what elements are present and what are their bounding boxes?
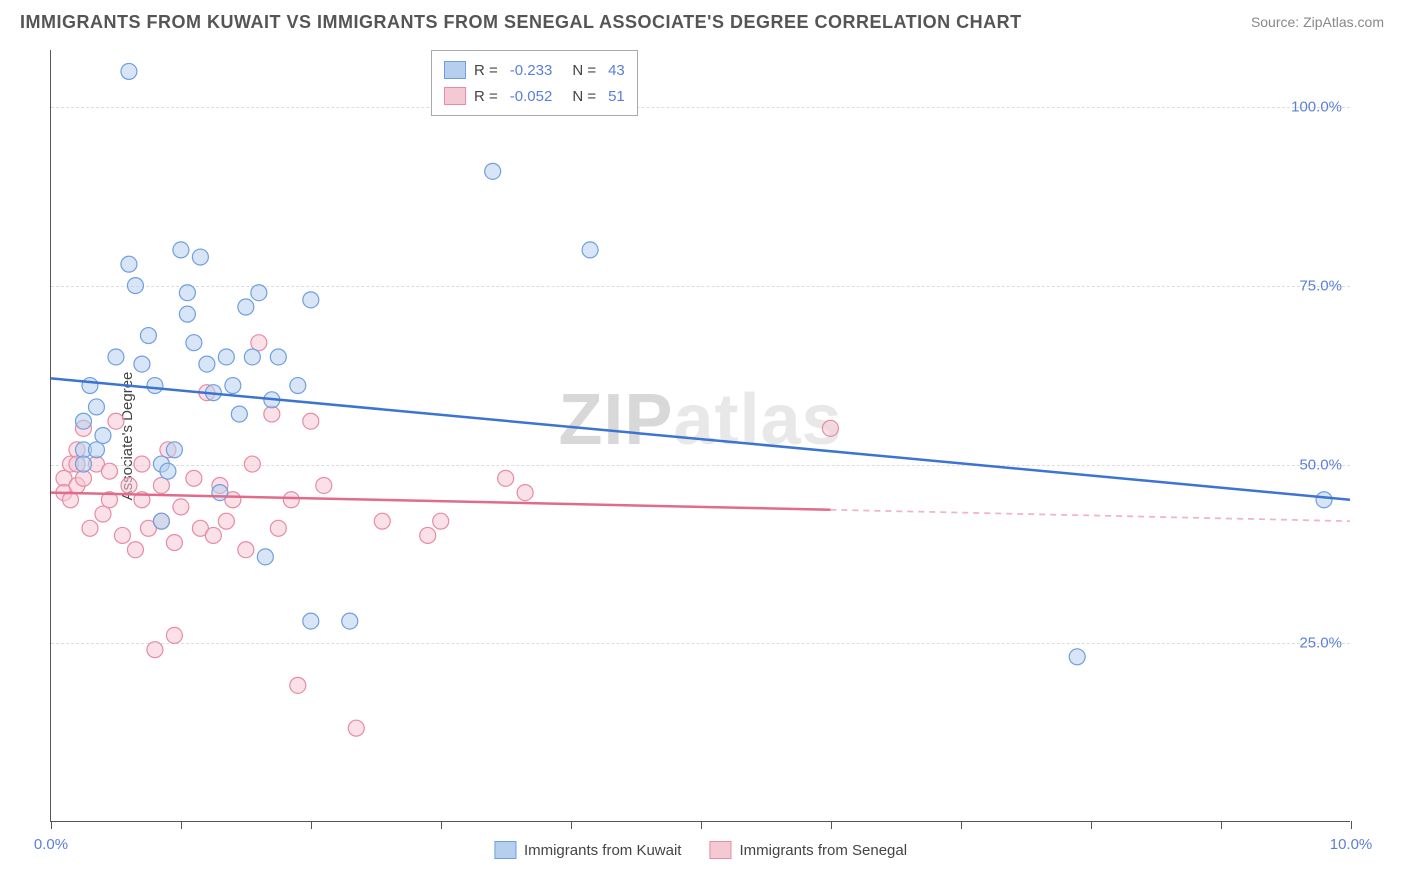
legend-item: Immigrants from Senegal	[709, 841, 907, 859]
x-tick	[701, 821, 702, 829]
n-label: N =	[572, 62, 596, 79]
legend-stats-row: R = -0.233 N = 43	[444, 57, 625, 83]
plot-area: Associate's Degree ZIPatlas R = -0.233 N…	[50, 50, 1350, 822]
n-value: 51	[608, 88, 625, 105]
legend-stats-row: R = -0.052 N = 51	[444, 83, 625, 109]
chart-container: IMMIGRANTS FROM KUWAIT VS IMMIGRANTS FRO…	[0, 0, 1406, 892]
r-value: -0.052	[510, 88, 553, 105]
x-tick	[1221, 821, 1222, 829]
source-label: Source: ZipAtlas.com	[1251, 14, 1384, 30]
swatch-series2	[709, 841, 731, 859]
x-tick	[1351, 821, 1352, 829]
swatch-series2	[444, 87, 466, 105]
swatch-series1	[494, 841, 516, 859]
n-value: 43	[608, 62, 625, 79]
legend-label: Immigrants from Kuwait	[524, 842, 682, 859]
x-tick-label: 0.0%	[34, 836, 68, 853]
legend-item: Immigrants from Kuwait	[494, 841, 682, 859]
x-tick	[571, 821, 572, 829]
x-tick	[441, 821, 442, 829]
n-label: N =	[572, 88, 596, 105]
x-tick	[1091, 821, 1092, 829]
plot-svg	[51, 50, 1350, 821]
x-tick	[831, 821, 832, 829]
r-value: -0.233	[510, 62, 553, 79]
r-label: R =	[474, 88, 498, 105]
legend-label: Immigrants from Senegal	[739, 842, 907, 859]
x-tick	[51, 821, 52, 829]
x-tick	[181, 821, 182, 829]
x-tick	[311, 821, 312, 829]
x-tick-label: 10.0%	[1330, 836, 1373, 853]
legend-series: Immigrants from Kuwait Immigrants from S…	[494, 841, 907, 859]
r-label: R =	[474, 62, 498, 79]
chart-title: IMMIGRANTS FROM KUWAIT VS IMMIGRANTS FRO…	[20, 12, 1022, 33]
swatch-series1	[444, 61, 466, 79]
legend-stats: R = -0.233 N = 43 R = -0.052 N = 51	[431, 50, 638, 116]
x-tick	[961, 821, 962, 829]
